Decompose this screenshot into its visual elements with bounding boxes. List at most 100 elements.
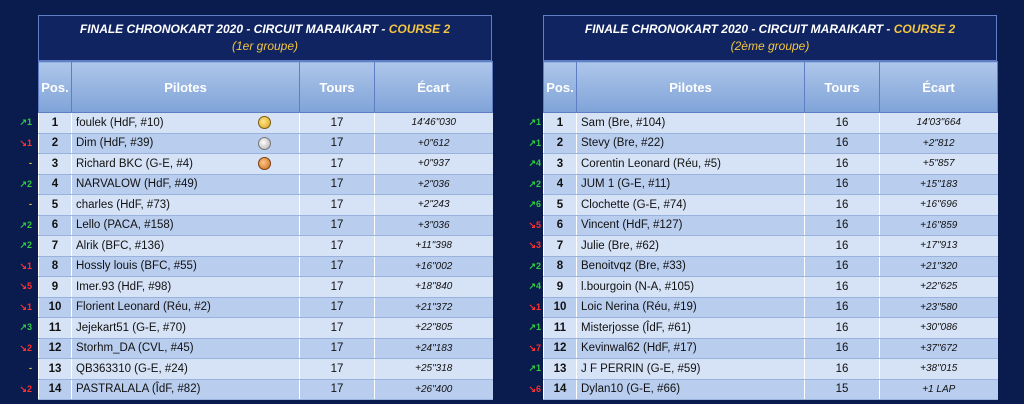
gap-cell: +22"625 [879,276,998,298]
pilot-cell: l.bourgoin (N-A, #105) [576,276,805,298]
pilot-name: Alrik (BFC, #136) [76,239,165,252]
position-change-indicator: - [29,199,32,209]
position-change-indicator: ↗1 [19,117,32,127]
pilot-cell: Lello (PACA, #158) [71,215,300,236]
position-change-indicator: ↘1 [19,301,32,312]
right-course-label: COURSE 2 [893,22,956,36]
position-change-indicator: ↗2 [19,219,32,230]
position-cell: 3 [543,153,577,175]
position-cell: 4 [38,174,72,195]
position-cell: 14 [38,379,72,400]
table-row: 1 foulek (HdF, #10) 17 14'46"030 [38,112,493,134]
position-change-indicator: ↘2 [19,383,32,394]
pilot-name: Corentin Leonard (Réu, #5) [581,157,721,170]
gap-cell: 14'03"664 [879,112,998,134]
position-change-indicator: - [29,158,32,168]
gap-cell: +2"036 [374,174,493,195]
gap-cell: +16"696 [879,194,998,216]
laps-cell: 16 [804,338,880,359]
position-change-indicator: ↗1 [528,117,541,127]
pilot-name: Julie (Bre, #62) [581,239,659,252]
table-row: 14 Dylan10 (G-E, #66) 15 +1 LAP [543,379,998,400]
laps-cell: 16 [804,317,880,339]
pilot-cell: Dylan10 (G-E, #66) [576,379,805,400]
pilot-cell: QB363310 (G-E, #24) [71,358,300,380]
position-change-indicator: ↗1 [528,137,541,148]
position-cell: 2 [543,133,577,154]
pilot-name: Kevinwal62 (HdF, #17) [581,342,697,355]
pilot-cell: PASTRALALA (ÎdF, #82) [71,379,300,400]
table-row: 2 Dim (HdF, #39) 17 +0"612 [38,133,493,154]
header-pos: Pos. [38,61,72,113]
laps-cell: 17 [299,215,375,236]
left-results-table: Pos. Pilotes Tours Écart 1 foulek (HdF, #… [38,61,493,400]
pilot-cell: J F PERRIN (G-E, #59) [576,358,805,380]
pilot-cell: NARVALOW (HdF, #49) [71,174,300,195]
table-row: 7 Julie (Bre, #62) 16 +17"913 [543,235,998,257]
table-row: 13 QB363310 (G-E, #24) 17 +25"318 [38,358,493,380]
laps-cell: 17 [299,256,375,277]
left-title: FINALE CHRONOKART 2020 - CIRCUIT MARAIKA… [39,22,491,36]
position-change-indicator: ↘2 [19,342,32,353]
pilot-cell: Jejekart51 (G-E, #70) [71,317,300,339]
pilot-cell: Dim (HdF, #39) [71,133,300,154]
gap-cell: +37"672 [879,338,998,359]
position-change-indicator: ↗3 [19,322,32,332]
right-results-panel: FINALE CHRONOKART 2020 - CIRCUIT MARAIKA… [543,15,998,400]
position-change-indicator: ↘1 [528,301,541,312]
pilot-name: QB363310 (G-E, #24) [76,362,188,375]
table-row: 8 Hossly louis (BFC, #55) 17 +16"002 [38,256,493,277]
right-title: FINALE CHRONOKART 2020 - CIRCUIT MARAIKA… [544,22,996,36]
laps-cell: 17 [299,276,375,298]
laps-cell: 16 [804,215,880,236]
pilot-cell: Benoitvqz (Bre, #33) [576,256,805,277]
right-group-label: (2ème groupe) [730,39,810,53]
table-row: 7 Alrik (BFC, #136) 17 +11"398 [38,235,493,257]
left-table-body: 1 foulek (HdF, #10) 17 14'46"030 2 Dim (HdF, … [38,112,493,400]
left-course-label: COURSE 2 [388,22,451,36]
pilot-cell: Kevinwal62 (HdF, #17) [576,338,805,359]
position-change-indicator: ↗2 [19,178,32,189]
gap-cell: +21"320 [879,256,998,277]
position-change-indicator: ↗6 [528,199,541,209]
gap-cell: +16"002 [374,256,493,277]
gap-cell: +0"937 [374,153,493,175]
pilot-cell: Florient Leonard (Réu, #2) [71,297,300,318]
pilot-name: Dim (HdF, #39) [76,137,154,150]
pilot-name: Jejekart51 (G-E, #70) [76,321,186,334]
laps-cell: 17 [299,358,375,380]
position-cell: 4 [543,174,577,195]
position-cell: 11 [38,317,72,339]
silver-medal-icon [258,136,271,150]
right-header-row: Pos. Pilotes Tours Écart [543,61,998,113]
position-cell: 12 [38,338,72,359]
pilot-cell: Vincent (HdF, #127) [576,215,805,236]
table-row: 6 Lello (PACA, #158) 17 +3"036 [38,215,493,236]
gap-cell: +2"243 [374,194,493,216]
pilot-name: NARVALOW (HdF, #49) [76,178,198,191]
left-results-panel: FINALE CHRONOKART 2020 - CIRCUIT MARAIKA… [38,15,493,400]
header-pilotes: Pilotes [71,61,300,113]
gap-cell: +30"086 [879,317,998,339]
laps-cell: 17 [299,235,375,257]
gap-cell: +17"913 [879,235,998,257]
laps-cell: 16 [804,297,880,318]
gap-cell: +18"840 [374,276,493,298]
position-cell: 2 [38,133,72,154]
table-row: 3 Corentin Leonard (Réu, #5) 16 +5"857 [543,153,998,175]
position-change-indicator: ↗1 [528,322,541,332]
left-header-row: Pos. Pilotes Tours Écart [38,61,493,113]
table-row: 11 Misterjosse (ÎdF, #61) 16 +30"086 [543,317,998,339]
table-row: 5 charles (HdF, #73) 17 +2"243 [38,194,493,216]
bronze-medal-icon [258,157,271,170]
pilot-name: Hossly louis (BFC, #55) [76,260,197,273]
pilot-cell: charles (HdF, #73) [71,194,300,216]
pilot-name: charles (HdF, #73) [76,198,170,211]
laps-cell: 16 [804,112,880,134]
laps-cell: 15 [804,379,880,400]
table-row: 10 Florient Leonard (Réu, #2) 17 +21"372 [38,297,493,318]
pilot-cell: Clochette (G-E, #74) [576,194,805,216]
laps-cell: 17 [299,153,375,175]
pilot-name: JUM 1 (G-E, #11) [581,178,671,191]
gap-cell: 14'46"030 [374,112,493,134]
